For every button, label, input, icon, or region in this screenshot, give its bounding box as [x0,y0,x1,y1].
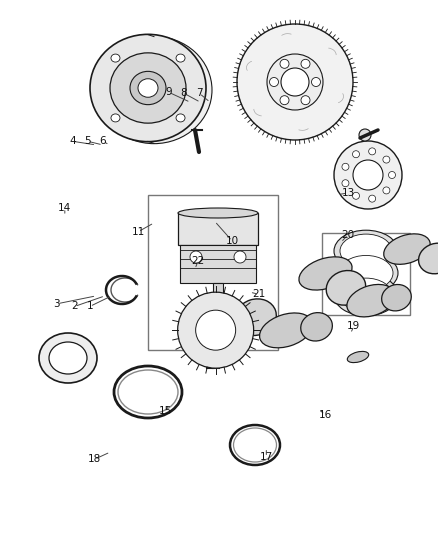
Ellipse shape [347,285,396,317]
Circle shape [301,59,310,68]
Circle shape [389,172,396,179]
Circle shape [281,68,309,96]
Text: 1: 1 [86,302,93,311]
Text: 16: 16 [318,410,332,419]
Ellipse shape [176,114,185,122]
Ellipse shape [111,54,120,62]
Circle shape [342,163,349,170]
Ellipse shape [39,333,97,383]
Circle shape [353,192,360,199]
Circle shape [178,292,254,368]
Circle shape [280,96,289,104]
Circle shape [269,77,279,86]
Circle shape [383,187,390,194]
Ellipse shape [340,278,392,312]
Text: 9: 9 [165,87,172,97]
Ellipse shape [299,257,352,290]
FancyBboxPatch shape [213,283,223,315]
Ellipse shape [347,351,369,362]
Circle shape [207,312,229,334]
Ellipse shape [260,313,313,348]
Text: 11: 11 [131,227,145,237]
Ellipse shape [176,54,185,62]
Text: 21: 21 [252,289,265,299]
Text: 10: 10 [226,236,239,246]
Text: 4: 4 [69,136,76,146]
Circle shape [359,129,371,141]
Circle shape [353,160,383,190]
Text: 6: 6 [99,136,106,146]
Circle shape [196,310,236,350]
Text: 14: 14 [58,203,71,213]
Ellipse shape [334,274,398,316]
Ellipse shape [334,252,398,294]
Ellipse shape [110,53,186,123]
Text: 17: 17 [260,453,273,462]
Ellipse shape [90,34,206,142]
Circle shape [383,156,390,163]
Text: 5: 5 [84,136,91,146]
Ellipse shape [339,255,393,290]
Text: 22: 22 [191,256,205,266]
Ellipse shape [326,271,366,305]
Circle shape [190,251,202,263]
Ellipse shape [130,71,166,104]
Circle shape [301,96,310,104]
Text: 13: 13 [342,188,355,198]
Circle shape [311,77,321,86]
Ellipse shape [384,234,430,264]
Text: 18: 18 [88,455,101,464]
Ellipse shape [334,230,398,272]
Circle shape [234,251,246,263]
Ellipse shape [96,36,212,144]
Ellipse shape [178,208,258,218]
Text: 15: 15 [159,407,172,416]
Ellipse shape [111,114,120,122]
FancyBboxPatch shape [178,213,258,245]
FancyBboxPatch shape [322,233,410,315]
Circle shape [342,180,349,187]
Text: 3: 3 [53,299,60,309]
Text: 2: 2 [71,302,78,311]
FancyBboxPatch shape [148,195,278,350]
Ellipse shape [381,285,411,311]
Circle shape [196,301,240,345]
Circle shape [369,195,376,202]
Circle shape [280,59,289,68]
Ellipse shape [340,234,392,268]
Text: 7: 7 [196,88,203,98]
Circle shape [237,24,353,140]
Ellipse shape [49,342,87,374]
Circle shape [267,54,323,110]
Ellipse shape [138,79,158,97]
Text: 19: 19 [347,321,360,331]
Circle shape [353,151,360,158]
Circle shape [334,141,402,209]
Ellipse shape [235,299,276,335]
FancyBboxPatch shape [180,245,256,283]
Text: 8: 8 [180,88,187,98]
Ellipse shape [419,243,438,274]
Ellipse shape [301,313,332,341]
Circle shape [369,148,376,155]
Text: 20: 20 [342,230,355,239]
